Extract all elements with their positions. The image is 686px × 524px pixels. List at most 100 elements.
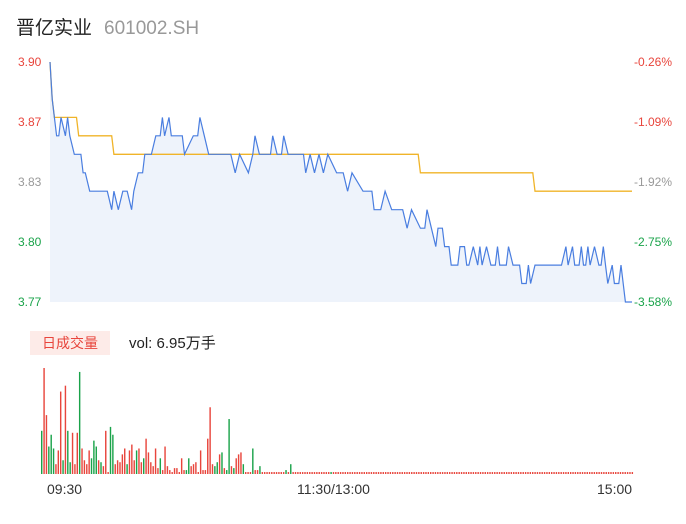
volume-bar — [150, 462, 152, 474]
volume-bar — [569, 472, 572, 474]
volume-bar — [380, 472, 382, 474]
volume-bar — [536, 472, 539, 474]
volume-bar — [93, 440, 95, 474]
volume-bar — [244, 472, 247, 474]
volume-bar — [572, 472, 574, 474]
y-tick-right-4: -3.58% — [633, 295, 672, 309]
volume-bar — [494, 472, 496, 474]
stock-title: 晋亿实业 601002.SH — [16, 13, 199, 40]
volume-bar — [55, 464, 57, 474]
volume-bar — [486, 472, 489, 474]
volume-bar — [171, 472, 173, 474]
volume-bar — [363, 472, 366, 474]
volume-bar — [116, 460, 119, 474]
volume-bar — [185, 470, 188, 474]
volume-bar — [496, 472, 498, 474]
volume-bar — [52, 448, 55, 474]
volume-bar — [555, 472, 558, 474]
volume-bar — [384, 472, 387, 474]
volume-bar — [90, 458, 93, 474]
volume-bar — [114, 464, 116, 474]
volume-bar — [543, 472, 546, 474]
volume-bar — [290, 464, 292, 474]
volume-bar — [541, 472, 543, 474]
y-tick-right-0: -0.26% — [633, 55, 672, 69]
volume-bar — [532, 472, 534, 474]
volume-bar — [456, 472, 458, 474]
volume-bar — [318, 472, 320, 474]
volume-bar — [534, 472, 536, 474]
volume-bar — [377, 472, 380, 474]
volume-bar — [615, 472, 617, 474]
volume-bar — [624, 472, 626, 474]
volume-bar — [335, 472, 337, 474]
volume-bar — [323, 472, 325, 474]
volume-bar — [107, 472, 109, 474]
volume-bar — [339, 472, 342, 474]
volume-bar — [403, 472, 406, 474]
volume-bar — [204, 470, 207, 474]
volume-bar — [588, 472, 591, 474]
volume-bar — [408, 472, 411, 474]
volume-bar — [223, 468, 226, 474]
price-line — [49, 61, 632, 303]
volume-bar — [95, 446, 97, 474]
volume-bar — [600, 472, 603, 474]
volume-bar — [394, 472, 396, 474]
volume-bar — [437, 472, 439, 474]
volume-bar — [529, 472, 532, 474]
volume-bar — [214, 466, 216, 474]
volume-bar — [612, 472, 615, 474]
volume-bar — [522, 472, 524, 474]
volume-bar — [100, 462, 102, 474]
y-tick-left-3: 3.80 — [18, 235, 42, 249]
volume-bar — [157, 468, 159, 474]
volume-bar — [119, 462, 121, 474]
y-tick-left-1: 3.87 — [18, 115, 42, 129]
volume-bar — [418, 472, 420, 474]
volume-bar — [188, 458, 190, 474]
volume-bar — [138, 448, 140, 474]
volume-bar — [249, 472, 252, 474]
volume-bar — [135, 450, 138, 474]
volume-bar — [166, 466, 169, 474]
volume-bar — [560, 472, 562, 474]
volume-bar — [183, 470, 185, 474]
volume-bar — [278, 472, 280, 474]
volume-bar — [173, 468, 176, 474]
volume-bar — [86, 464, 88, 474]
volume-bar — [280, 472, 282, 474]
volume-bar — [458, 472, 460, 474]
volume-bar — [448, 472, 451, 474]
volume-bar — [145, 438, 147, 474]
volume-bar — [453, 472, 456, 474]
volume-bar — [105, 430, 107, 474]
volume-bar — [275, 472, 278, 474]
volume-bar — [548, 472, 551, 474]
volume-bar — [43, 368, 45, 474]
volume-bar — [503, 472, 505, 474]
volume-bar — [304, 472, 306, 474]
volume-bar — [259, 466, 261, 474]
volume-bar — [574, 472, 577, 474]
volume-bar — [282, 472, 285, 474]
volume-bar — [112, 434, 114, 474]
volume-bar — [197, 472, 199, 474]
volume-bar — [349, 472, 351, 474]
volume-bar — [467, 472, 470, 474]
volume-bar — [164, 446, 166, 474]
volume-bar — [465, 472, 468, 474]
volume-bar — [432, 472, 434, 474]
stock-code: 601002.SH — [104, 18, 200, 39]
volume-bar — [479, 472, 482, 474]
volume-bar — [365, 472, 368, 474]
volume-bar — [619, 472, 622, 474]
volume-bar — [273, 472, 275, 474]
volume-bar — [370, 472, 373, 474]
volume-bar — [133, 460, 135, 474]
volume-badge: 日成交量 — [30, 331, 110, 355]
volume-bar — [463, 472, 465, 474]
volume-bar — [460, 472, 463, 474]
volume-bar — [154, 448, 157, 474]
y-tick-left-4: 3.77 — [18, 295, 42, 309]
